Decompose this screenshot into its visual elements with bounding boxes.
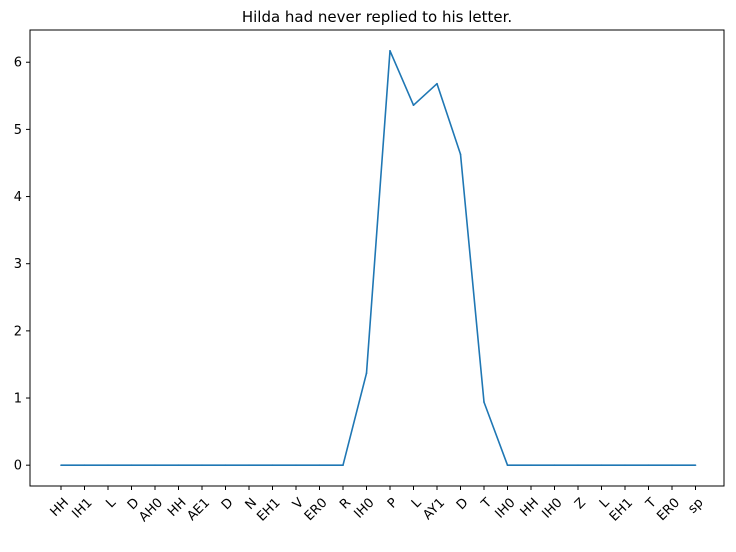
y-tick-label: 5	[14, 123, 22, 138]
data-point	[107, 464, 109, 466]
data-point	[530, 464, 532, 466]
x-tick-label: L	[409, 495, 425, 511]
x-tick-label: P	[385, 495, 401, 511]
y-tick-label: 2	[14, 324, 22, 339]
data-point	[83, 464, 86, 466]
x-tick-label: HH	[165, 495, 189, 519]
data-point	[60, 464, 62, 466]
data-point	[577, 464, 579, 466]
data-point	[201, 464, 203, 466]
x-tick-label: L	[597, 495, 613, 511]
data-point	[483, 401, 485, 403]
x-tick-label: AH0	[136, 495, 166, 525]
x-tick-label: HH	[48, 495, 72, 519]
series-line	[61, 49, 696, 467]
chart-title: Hilda had never replied to his letter.	[242, 8, 512, 26]
data-point	[436, 82, 438, 85]
data-point	[553, 464, 556, 466]
data-point	[389, 50, 391, 52]
data-point	[130, 464, 133, 466]
y-tick-label: 3	[14, 257, 22, 272]
x-tick-label: HH	[518, 495, 542, 519]
data-point	[459, 153, 462, 156]
data-point	[412, 104, 415, 107]
data-point	[342, 464, 344, 466]
x-tick-label: sp	[685, 495, 706, 516]
x-tick-label: Z	[572, 495, 589, 512]
data-point	[365, 372, 368, 374]
x-tick-label: EH1	[607, 495, 636, 524]
plot-frame	[29, 29, 725, 487]
data-point	[647, 464, 650, 466]
x-tick-label: L	[103, 495, 119, 511]
y-tick-label: 4	[14, 190, 22, 205]
data-point	[295, 464, 297, 466]
data-point	[154, 464, 156, 466]
x-tick-label: AE1	[184, 495, 213, 524]
data-point	[318, 464, 321, 466]
series-layer	[60, 49, 697, 467]
y-tick-label: 1	[14, 392, 22, 407]
x-tick-label: D	[454, 495, 472, 513]
data-point	[224, 464, 227, 466]
data-point	[506, 464, 509, 466]
x-tick-label: EH1	[254, 495, 283, 524]
data-point	[694, 464, 697, 466]
y-tick-label: 0	[14, 459, 22, 474]
x-tick-label: IH0	[351, 495, 377, 521]
data-point	[248, 464, 250, 466]
y-tick-label: 6	[14, 56, 22, 71]
data-point	[271, 464, 274, 466]
data-point	[600, 464, 603, 466]
data-point	[177, 464, 180, 466]
x-tick-label: IH1	[69, 495, 95, 521]
x-tick-label: ER0	[654, 495, 683, 524]
x-tick-label: IH0	[539, 495, 565, 521]
data-point	[671, 464, 673, 466]
x-tick-label: D	[219, 495, 237, 513]
x-tick-label: IH0	[492, 495, 518, 521]
x-tick-label: AY1	[420, 495, 448, 523]
y-axis: 0 1 2 3 4 5 6	[14, 56, 30, 474]
data-point	[624, 464, 626, 466]
x-tick-label: ER0	[302, 495, 331, 524]
